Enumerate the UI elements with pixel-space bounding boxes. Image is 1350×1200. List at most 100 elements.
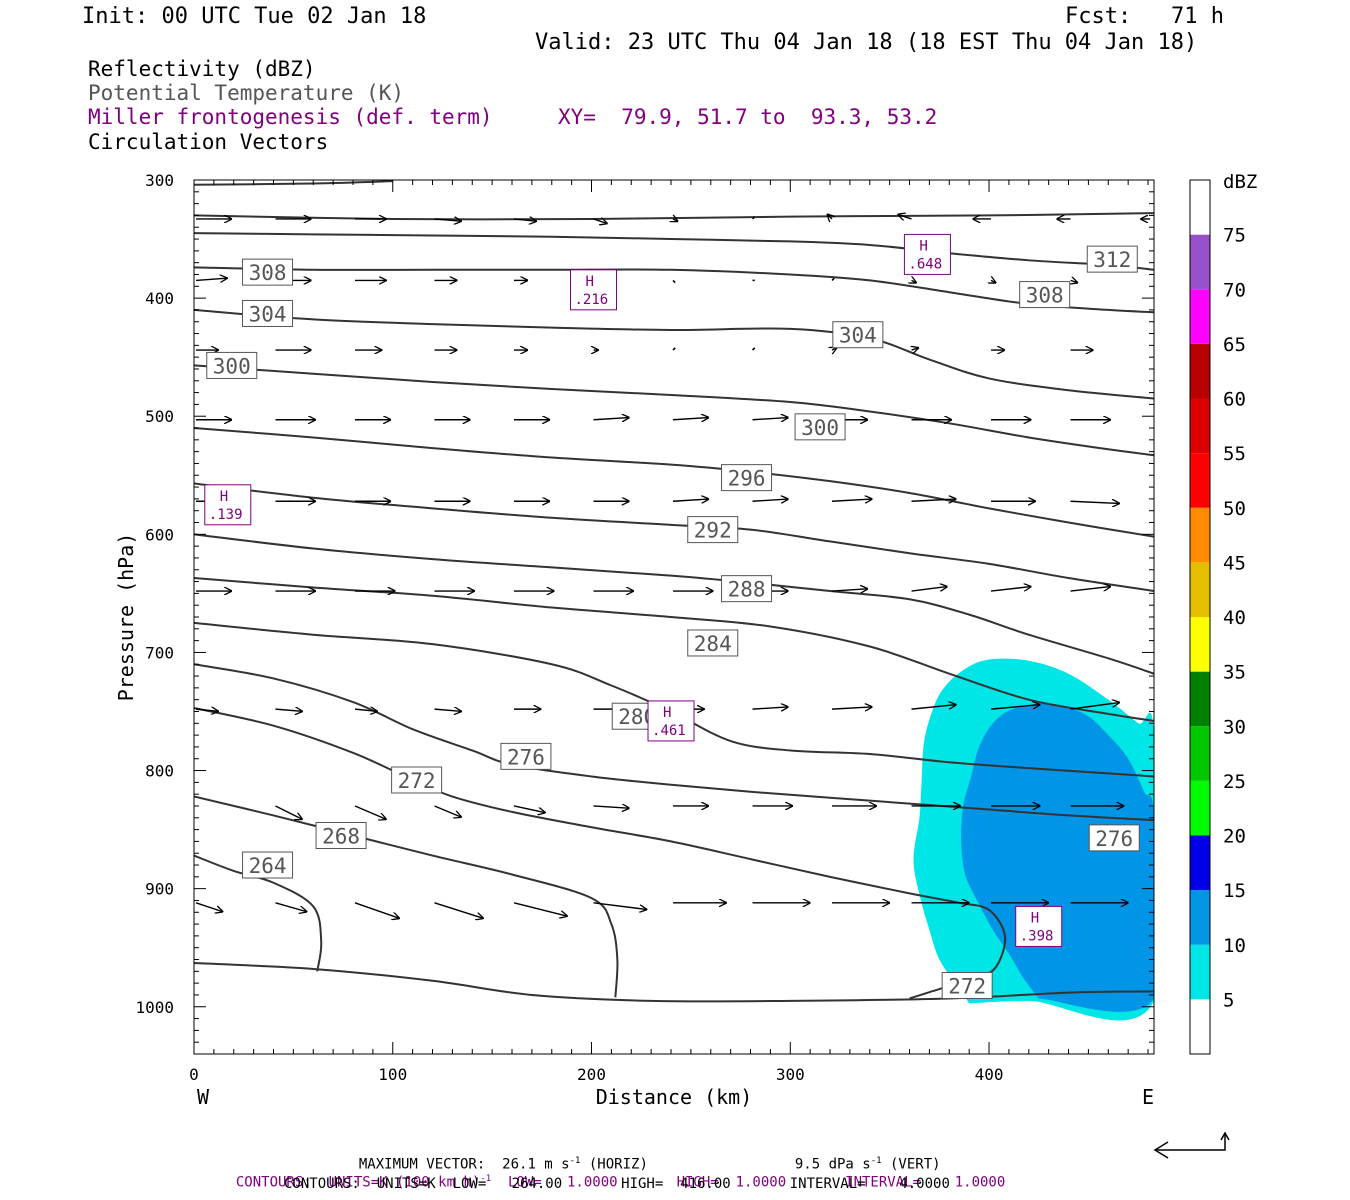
colorbar-level-label: 40 <box>1223 607 1246 629</box>
colorbar-level-label: 75 <box>1223 225 1246 247</box>
colorbar-level-label: 65 <box>1223 334 1246 356</box>
colorbar-frame <box>1189 179 1211 1055</box>
theta-label-box <box>242 258 294 286</box>
colorbar-level-label: 30 <box>1223 716 1246 738</box>
theta-label-box <box>242 851 294 879</box>
circulation-vector <box>434 902 483 918</box>
max-vector-line: MAXIMUM VECTOR: 26.1 m s-1 (HORIZ) <box>358 1156 648 1173</box>
frontogenesis-high-letter: H <box>220 489 228 505</box>
circulation-vector <box>195 278 227 280</box>
y-axis-label: Pressure (hPa) <box>114 533 138 702</box>
theta-contour-264 <box>194 854 323 972</box>
theta-label: 308 <box>1019 281 1071 309</box>
frontogenesis-high-value: .216 <box>575 292 609 308</box>
colorbar-level-label: 10 <box>1223 935 1246 957</box>
colorbar-segment <box>1190 507 1210 563</box>
colorbar-level-label: 15 <box>1223 880 1246 902</box>
theta-label: 304 <box>832 321 884 349</box>
frontogenesis-high-box <box>647 700 695 742</box>
circulation-vector <box>752 499 788 501</box>
reflectivity-area-10dbz <box>961 703 1154 1012</box>
circulation-vector <box>831 589 867 591</box>
circulation-vector <box>1070 501 1119 503</box>
circulation-vector <box>1071 280 1078 282</box>
circulation-vector <box>593 806 629 808</box>
theta-label: 308 <box>242 258 294 286</box>
circulation-vector <box>832 348 836 350</box>
colorbar-segment <box>1190 890 1210 945</box>
circulation-vector <box>831 707 872 709</box>
colorbar-segment <box>1190 944 1210 1000</box>
y-tick-label: 300 <box>145 171 174 190</box>
theta-label: 292 <box>687 516 739 544</box>
x-tick-label: 400 <box>975 1065 1004 1084</box>
frontogenesis-high-letter: H <box>919 238 927 254</box>
circulation-vector <box>1070 587 1111 592</box>
frontogenesis-high-value: .139 <box>209 507 243 523</box>
theta-label: 284 <box>687 629 739 657</box>
theta-label-text: 296 <box>728 467 766 491</box>
forecast-hour: Fcst: 71 h <box>1065 4 1224 29</box>
circulation-vector <box>354 902 399 918</box>
colorbar-segment <box>1190 780 1210 836</box>
theta-label-box <box>500 742 552 770</box>
frontogenesis-high-value: .648 <box>908 256 942 272</box>
x-east-label: E <box>1142 1085 1154 1109</box>
theta-label-box <box>242 299 294 327</box>
circulation-vector <box>513 805 545 813</box>
circulation-vector <box>912 348 919 350</box>
theta-label: 300 <box>794 413 846 441</box>
circulation-vector <box>831 499 872 501</box>
colorbar-segment <box>1190 671 1210 727</box>
frontogenesis-high: H .139 <box>204 484 252 526</box>
frontogenesis-high-box <box>204 484 252 526</box>
theta-label-box <box>721 464 773 492</box>
x-west-label: W <box>197 1085 210 1109</box>
theta-label-box <box>1086 245 1138 273</box>
circulation-vector <box>672 499 708 501</box>
colorbar-segment <box>1190 398 1210 454</box>
circulation-vector <box>275 805 302 819</box>
x-axis-label: Distance (km) <box>596 1085 753 1109</box>
circulation-vector <box>991 280 995 282</box>
frontogenesis-high-value: .461 <box>652 723 686 739</box>
theta-label-box <box>687 516 739 544</box>
circulation-vector <box>672 347 676 351</box>
circulation-vector <box>990 587 1031 592</box>
theta-label-box <box>832 321 884 349</box>
theta-label-box <box>206 351 258 379</box>
theta-contour-272 <box>194 706 1007 1000</box>
max-vector-vert: 9.5 dPa s-1 (VERT) <box>794 1156 941 1173</box>
colorbar-segment <box>1190 617 1210 672</box>
circulation-vector <box>898 215 912 219</box>
theta-contour-unlabeled-15 <box>194 962 1154 1003</box>
theta-label: 300 <box>206 351 258 379</box>
theta-label: 276 <box>500 742 552 770</box>
theta-label: 268 <box>315 822 367 849</box>
field-potential-temperature: Potential Temperature (K) <box>88 81 405 105</box>
x-tick-label: 0 <box>189 1065 199 1084</box>
colorbar-level-label: 20 <box>1223 826 1246 848</box>
theta-contour-unlabeled-14 <box>194 212 1154 221</box>
theta-label-box <box>1088 824 1140 852</box>
circulation-vector <box>513 219 536 221</box>
field-circulation-vectors: Circulation Vectors <box>88 130 329 154</box>
theta-label-text: 272 <box>398 769 436 793</box>
theta-label-text: 308 <box>249 261 287 285</box>
theta-label-text: 272 <box>948 974 986 998</box>
frontogenesis-high-letter: H <box>1031 910 1039 926</box>
circulation-vector <box>672 279 676 284</box>
x-tick-label: 200 <box>577 1065 606 1084</box>
theta-label-box <box>941 971 993 999</box>
x-tick-label: 300 <box>776 1065 805 1084</box>
colorbar-segment <box>1190 180 1210 235</box>
colorbar-level-label: 35 <box>1223 662 1246 684</box>
circulation-vector <box>751 216 756 220</box>
frontogenesis-high-letter: H <box>663 705 671 721</box>
colorbar-level-label: 70 <box>1223 279 1246 301</box>
y-tick-label: 900 <box>145 880 174 899</box>
theta-label-box <box>794 413 846 441</box>
frontogenesis-high-box <box>903 233 951 275</box>
theta-label-text: 276 <box>507 745 545 769</box>
theta-label-box <box>687 629 739 657</box>
